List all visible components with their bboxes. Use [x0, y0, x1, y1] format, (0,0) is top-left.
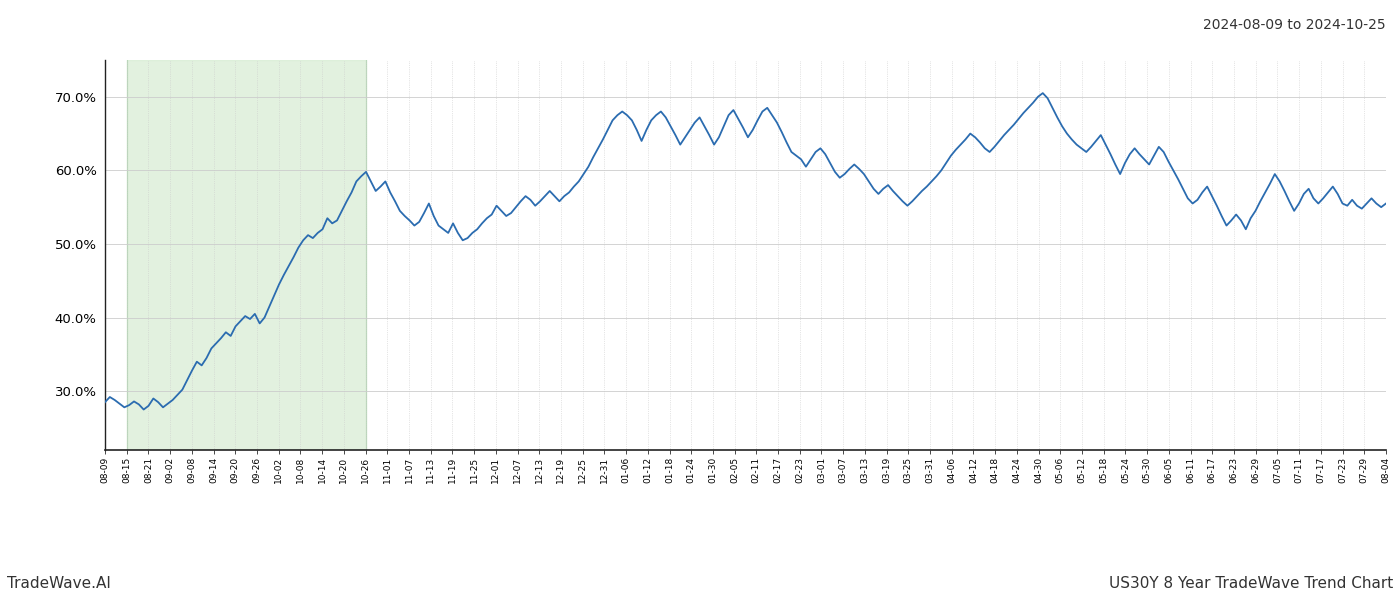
Text: 2024-08-09 to 2024-10-25: 2024-08-09 to 2024-10-25	[1204, 18, 1386, 32]
Text: US30Y 8 Year TradeWave Trend Chart: US30Y 8 Year TradeWave Trend Chart	[1109, 576, 1393, 591]
Bar	[127, 60, 365, 450]
Text: TradeWave.AI: TradeWave.AI	[7, 576, 111, 591]
